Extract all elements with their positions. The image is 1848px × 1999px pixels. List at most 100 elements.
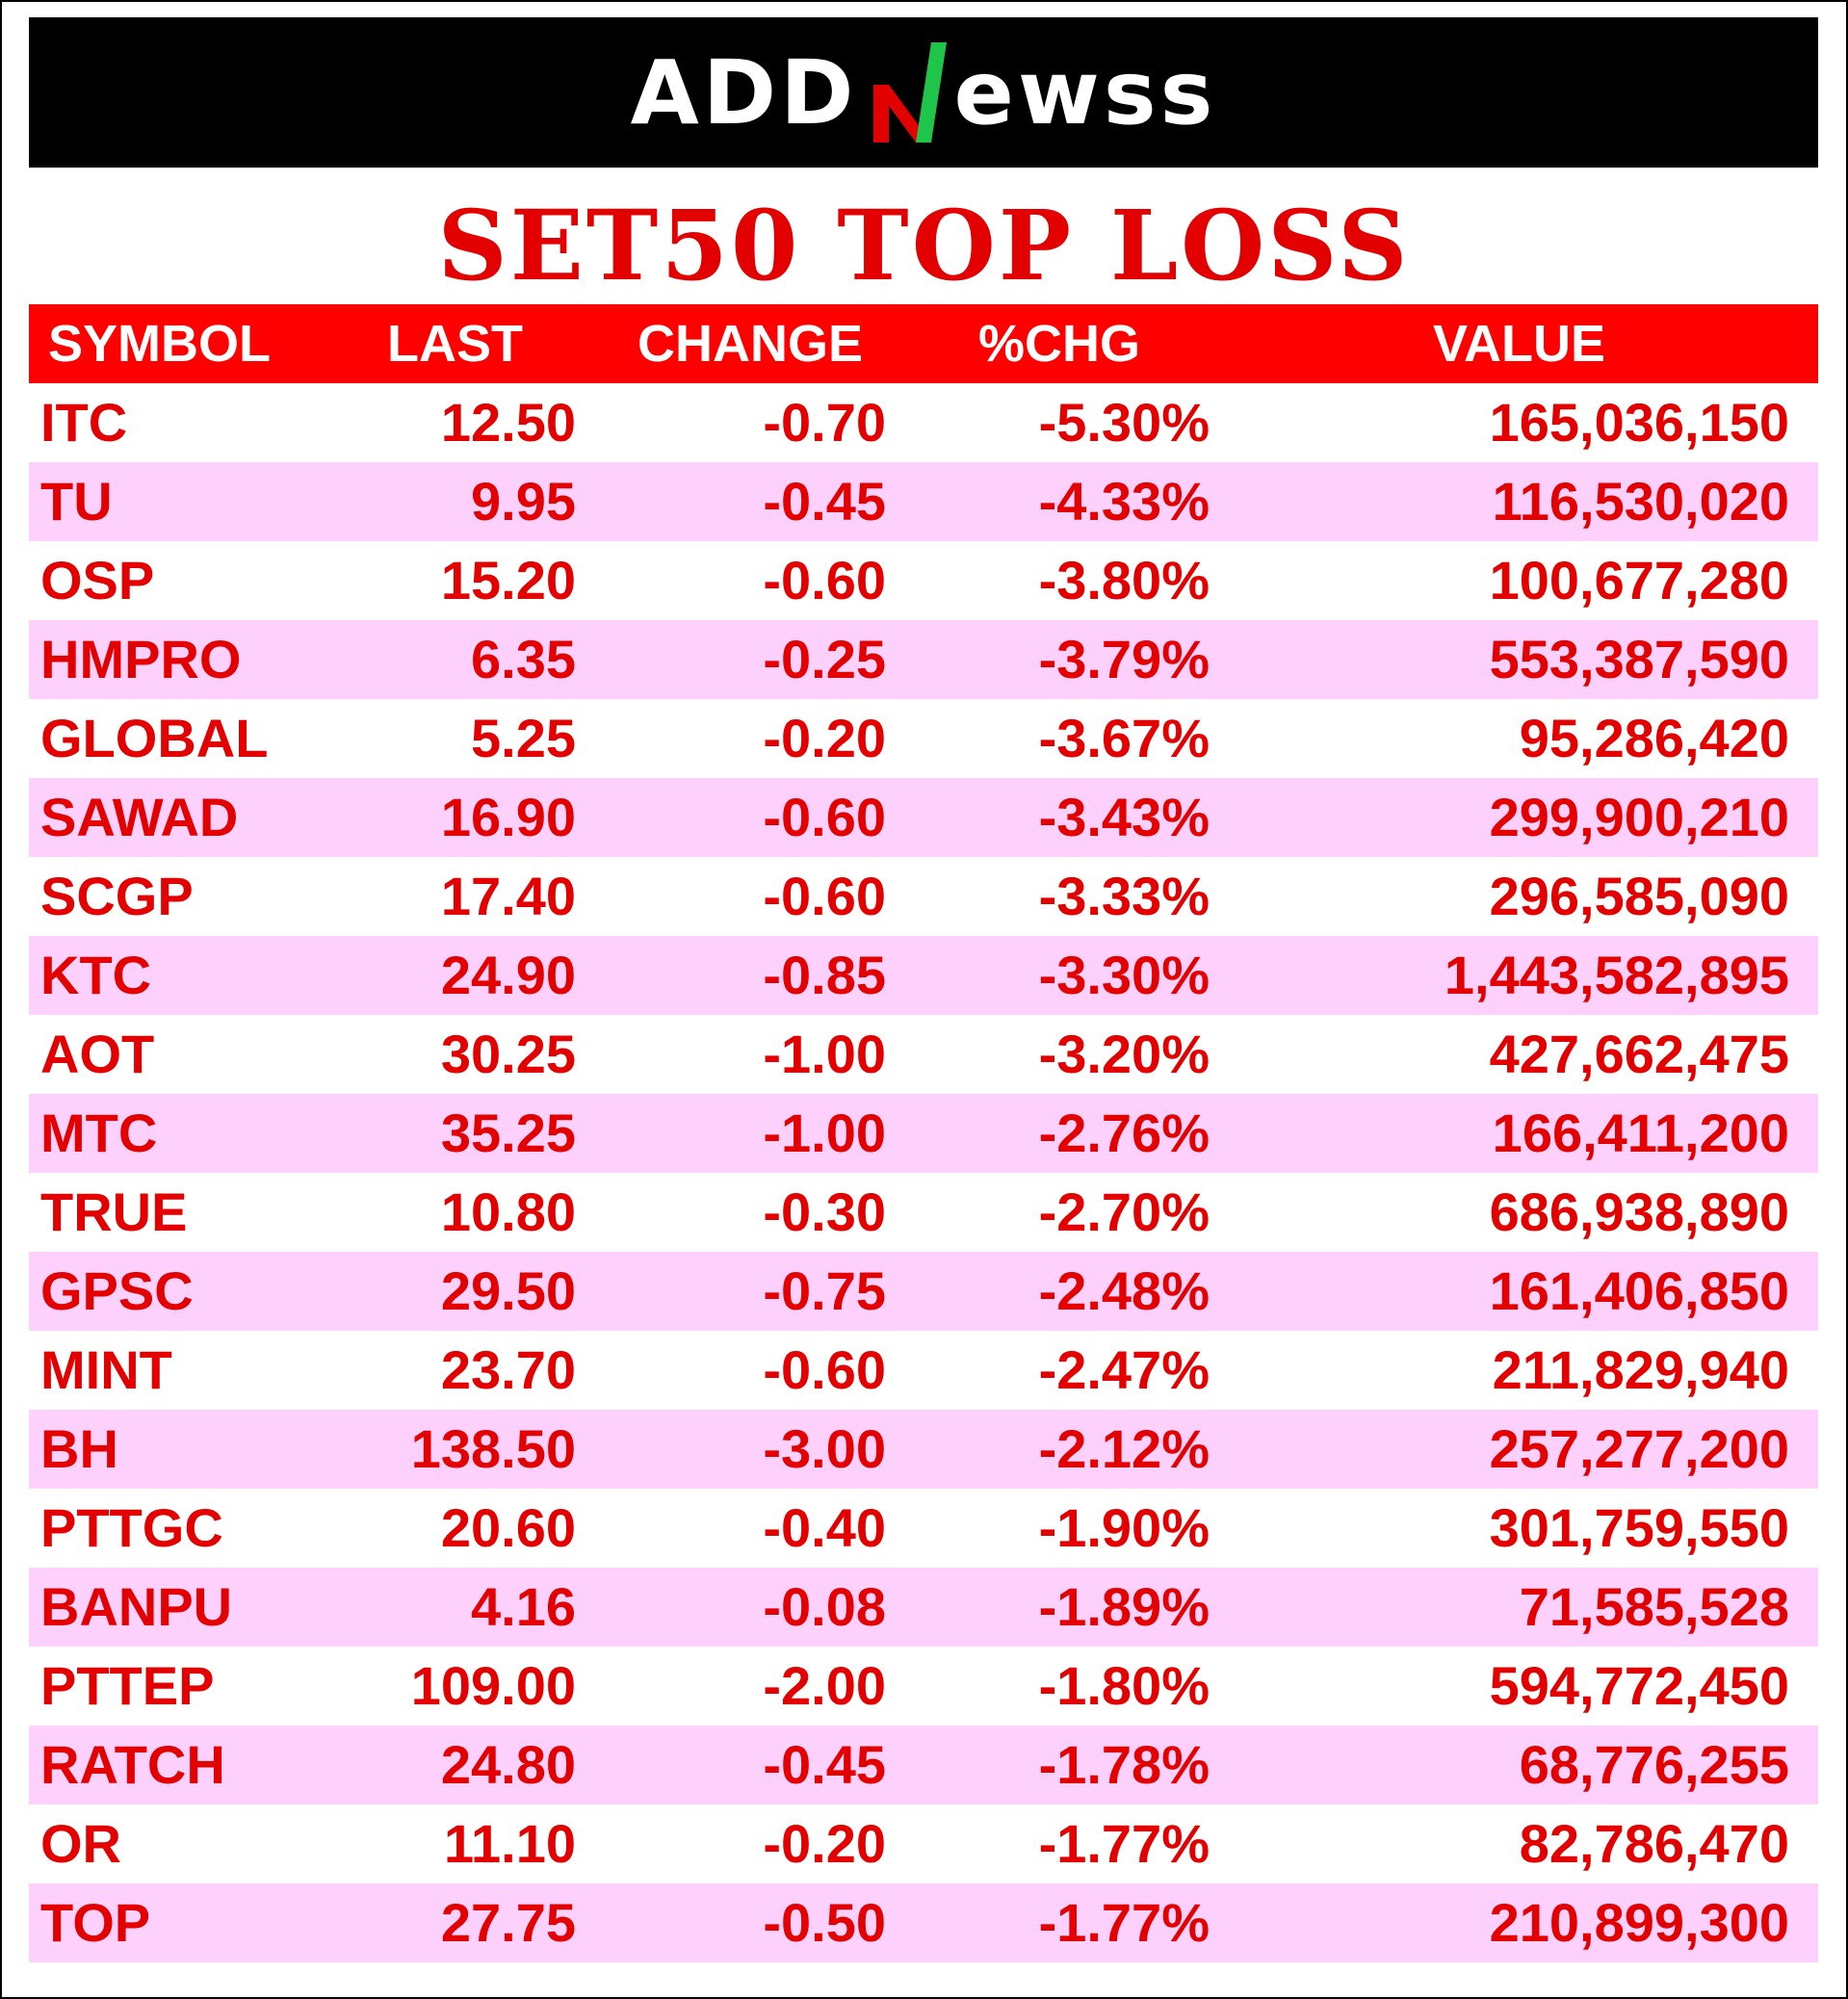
cell-value: 296,585,090 — [1489, 866, 1789, 926]
cell-last: 5.25 — [471, 708, 576, 768]
cell-symbol: BH — [40, 1418, 118, 1479]
table-body: ITC 12.50 -0.70 -5.30% 165,036,150 TU 9.95 -0.4… — [29, 383, 1818, 1962]
cell-last: 12.50 — [440, 392, 576, 453]
table-row: BH 138.50 -3.00 -2.12% 257,277,200 — [29, 1410, 1818, 1489]
cell-last: 27.75 — [440, 1892, 576, 1953]
cell-last: 10.80 — [440, 1181, 576, 1242]
cell-change: -0.60 — [763, 1339, 886, 1400]
brand-banner: ADD ewss — [29, 17, 1818, 168]
cell-change: -0.60 — [763, 866, 886, 926]
cell-pct-change: -3.20% — [1038, 1024, 1210, 1084]
cell-symbol: PTTEP — [40, 1655, 215, 1716]
cell-value: 116,530,020 — [1492, 471, 1789, 532]
cell-last: 4.16 — [471, 1576, 576, 1637]
cell-change: -0.30 — [763, 1181, 886, 1242]
table-row: SAWAD 16.90 -0.60 -3.43% 299,900,210 — [29, 778, 1818, 857]
cell-symbol: HMPRO — [40, 629, 242, 689]
cell-value: 594,772,450 — [1489, 1655, 1789, 1716]
cell-symbol: GLOBAL — [40, 708, 269, 768]
table-row: BANPU 4.16 -0.08 -1.89% 71,585,528 — [29, 1568, 1818, 1647]
cell-symbol: SAWAD — [40, 787, 239, 847]
cell-change: -0.45 — [763, 1734, 886, 1795]
cell-last: 17.40 — [440, 866, 576, 926]
cell-symbol: MINT — [40, 1339, 172, 1400]
cell-symbol: TOP — [40, 1892, 151, 1953]
cell-change: -0.45 — [763, 471, 886, 532]
cell-pct-change: -3.33% — [1038, 866, 1210, 926]
cell-pct-change: -1.78% — [1038, 1734, 1210, 1795]
cell-value: 165,036,150 — [1489, 392, 1789, 453]
page-title: SET50 TOP LOSS — [437, 189, 1411, 302]
table-header: SYMBOL LAST CHANGE %CHG VALUE — [29, 304, 1818, 383]
cell-pct-change: -1.90% — [1038, 1497, 1210, 1558]
header-symbol: SYMBOL — [48, 315, 272, 373]
cell-last: 16.90 — [440, 787, 576, 847]
cell-symbol: MTC — [40, 1103, 158, 1163]
logo-text-left: ADD — [630, 40, 858, 144]
table-row: ITC 12.50 -0.70 -5.30% 165,036,150 — [29, 383, 1818, 462]
table-row: HMPRO 6.35 -0.25 -3.79% 553,387,590 — [29, 620, 1818, 699]
cell-value: 1,443,582,895 — [1444, 945, 1789, 1005]
cell-change: -2.00 — [763, 1655, 886, 1716]
cell-pct-change: -2.76% — [1038, 1103, 1210, 1163]
header-value: VALUE — [1433, 315, 1606, 373]
cell-value: 257,277,200 — [1489, 1418, 1789, 1479]
cell-value: 166,411,200 — [1492, 1103, 1789, 1163]
table-row: RATCH 24.80 -0.45 -1.78% 68,776,255 — [29, 1726, 1818, 1804]
cell-symbol: AOT — [40, 1024, 155, 1084]
table-row: PTTEP 109.00 -2.00 -1.80% 594,772,450 — [29, 1647, 1818, 1726]
cell-last: 109.00 — [410, 1655, 576, 1716]
table-row: GPSC 29.50 -0.75 -2.48% 161,406,850 — [29, 1252, 1818, 1331]
cell-pct-change: -3.43% — [1038, 787, 1210, 847]
cell-change: -0.50 — [763, 1892, 886, 1953]
cell-last: 15.20 — [440, 550, 576, 610]
table-row: OR 11.10 -0.20 -1.77% 82,786,470 — [29, 1804, 1818, 1883]
cell-symbol: SCGP — [40, 866, 194, 926]
cell-pct-change: -3.79% — [1038, 629, 1210, 689]
stock-table: SYMBOL LAST CHANGE %CHG VALUE ITC 12.50 -0… — [29, 304, 1818, 1962]
header-pct-change: %CHG — [978, 315, 1141, 373]
cell-pct-change: -5.30% — [1038, 392, 1210, 453]
table-row: OSP 15.20 -0.60 -3.80% 100,677,280 — [29, 541, 1818, 620]
cell-last: 30.25 — [440, 1024, 576, 1084]
cell-value: 68,776,255 — [1519, 1734, 1789, 1795]
cell-pct-change: -3.67% — [1038, 708, 1210, 768]
cell-last: 138.50 — [410, 1418, 576, 1479]
cell-value: 686,938,890 — [1489, 1181, 1789, 1242]
cell-change: -1.00 — [763, 1103, 886, 1163]
cell-pct-change: -2.47% — [1038, 1339, 1210, 1400]
table-row: TOP 27.75 -0.50 -1.77% 210,899,300 — [29, 1883, 1818, 1962]
cell-change: -0.70 — [763, 392, 886, 453]
cell-value: 210,899,300 — [1489, 1892, 1789, 1953]
cell-symbol: GPSC — [40, 1260, 194, 1321]
header-last: LAST — [387, 315, 523, 373]
cell-last: 24.80 — [440, 1734, 576, 1795]
cell-pct-change: -1.77% — [1038, 1892, 1210, 1953]
cell-pct-change: -1.89% — [1038, 1576, 1210, 1637]
cell-pct-change: -2.48% — [1038, 1260, 1210, 1321]
cell-change: -0.20 — [763, 708, 886, 768]
cell-change: -0.20 — [763, 1813, 886, 1874]
cell-pct-change: -2.12% — [1038, 1418, 1210, 1479]
cell-value: 211,829,940 — [1492, 1339, 1789, 1400]
table-row: TRUE 10.80 -0.30 -2.70% 686,938,890 — [29, 1173, 1818, 1252]
cell-value: 299,900,210 — [1489, 787, 1789, 847]
cell-pct-change: -3.30% — [1038, 945, 1210, 1005]
cell-symbol: OSP — [40, 550, 155, 610]
cell-symbol: OR — [40, 1813, 121, 1874]
cell-change: -1.00 — [763, 1024, 886, 1084]
cell-value: 427,662,475 — [1489, 1024, 1789, 1084]
cell-symbol: RATCH — [40, 1734, 225, 1795]
cell-last: 35.25 — [440, 1103, 576, 1163]
cell-symbol: PTTGC — [40, 1497, 223, 1558]
cell-symbol: ITC — [40, 392, 128, 453]
logo-n-mark-icon — [872, 42, 947, 143]
cell-last: 9.95 — [471, 471, 576, 532]
table-row: PTTGC 20.60 -0.40 -1.90% 301,759,550 — [29, 1489, 1818, 1568]
table-row: AOT 30.25 -1.00 -3.20% 427,662,475 — [29, 1015, 1818, 1094]
cell-value: 100,677,280 — [1489, 550, 1789, 610]
cell-value: 82,786,470 — [1519, 1813, 1789, 1874]
cell-pct-change: -3.80% — [1038, 550, 1210, 610]
cell-last: 24.90 — [440, 945, 576, 1005]
cell-pct-change: -1.80% — [1038, 1655, 1210, 1716]
